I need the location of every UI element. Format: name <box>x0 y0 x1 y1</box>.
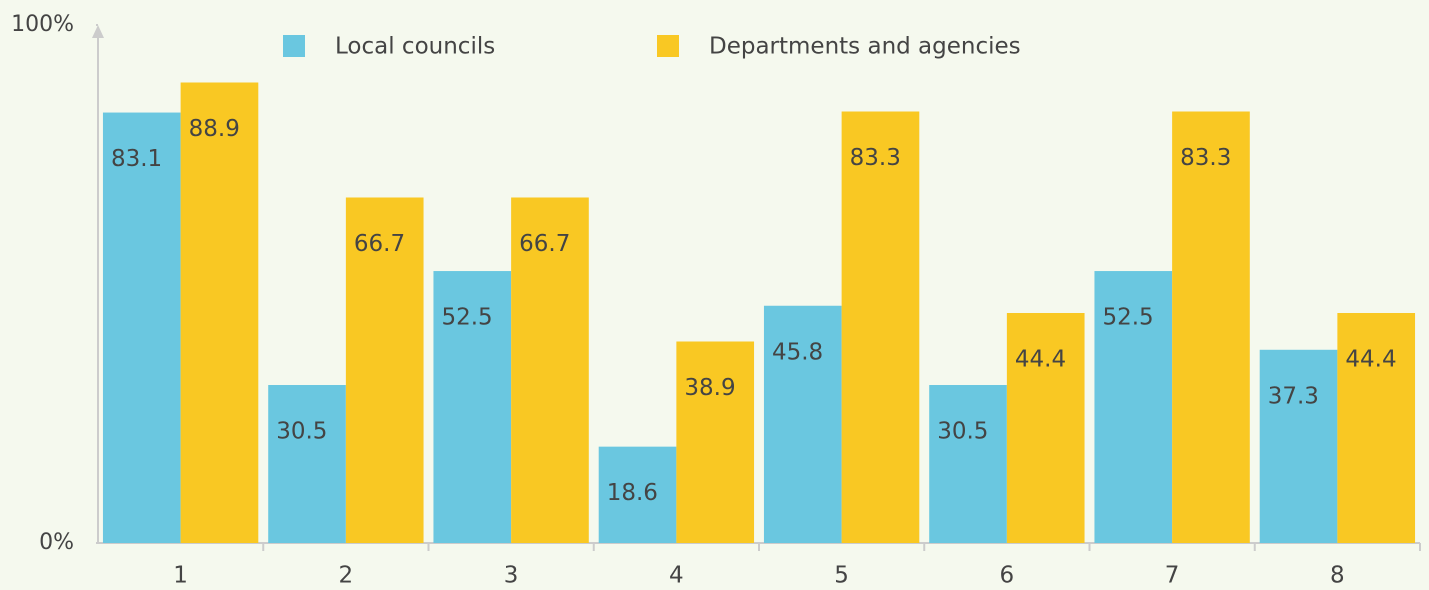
x-tick-label: 7 <box>1165 563 1180 589</box>
x-tick-label: 1 <box>173 563 188 589</box>
bar <box>1259 349 1338 543</box>
bar <box>268 385 346 543</box>
bar <box>433 271 512 543</box>
bar <box>102 112 181 544</box>
y-tick-label: 0% <box>39 530 74 555</box>
value-label: 88.9 <box>189 116 240 142</box>
value-label: 83.3 <box>850 145 901 171</box>
bar <box>598 446 677 543</box>
bar <box>763 305 842 543</box>
value-label: 45.8 <box>772 339 823 365</box>
value-label: 66.7 <box>519 231 570 257</box>
value-label: 38.9 <box>684 375 735 401</box>
legend-swatch <box>283 35 305 57</box>
bar <box>676 341 755 543</box>
bar <box>1172 111 1250 544</box>
legend-label: Local councils <box>335 34 495 60</box>
bar <box>345 197 424 543</box>
bar <box>841 111 920 544</box>
y-tick-label: 100% <box>11 12 74 37</box>
x-tick-label: 6 <box>1000 563 1015 589</box>
value-label: 44.4 <box>1345 347 1396 373</box>
value-label: 83.3 <box>1180 145 1231 171</box>
x-tick-label: 5 <box>834 563 849 589</box>
bar <box>929 385 1007 543</box>
value-label: 30.5 <box>276 419 327 445</box>
bar <box>1094 271 1173 543</box>
x-tick-label: 3 <box>504 563 519 589</box>
value-label: 30.5 <box>937 419 988 445</box>
value-label: 52.5 <box>1102 305 1153 331</box>
x-tick-label: 8 <box>1330 563 1345 589</box>
legend-label: Departments and agencies <box>709 34 1021 60</box>
value-label: 37.3 <box>1268 383 1319 409</box>
bar <box>1006 313 1085 543</box>
value-label: 44.4 <box>1015 347 1066 373</box>
x-tick-label: 2 <box>339 563 354 589</box>
x-tick-label: 4 <box>669 563 684 589</box>
value-label: 18.6 <box>607 480 658 506</box>
bar <box>511 197 589 543</box>
value-label: 66.7 <box>354 231 405 257</box>
legend-swatch <box>657 35 679 57</box>
y-axis-arrow <box>92 25 104 38</box>
bar <box>1337 313 1416 543</box>
value-label: 83.1 <box>111 146 162 172</box>
value-label: 52.5 <box>441 305 492 331</box>
bar <box>180 82 259 544</box>
